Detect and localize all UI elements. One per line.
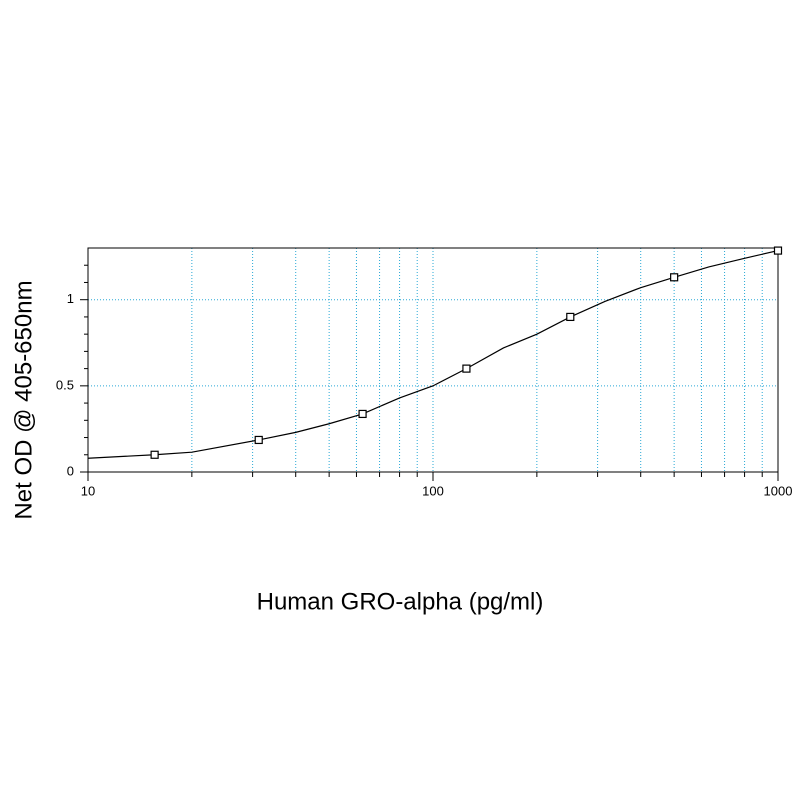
data-point [462, 364, 471, 373]
y-tick-label: 0.5 [56, 377, 74, 392]
y-tick-label: 1 [67, 291, 74, 306]
y-axis-title: Net OD @ 405-650nm [10, 280, 37, 519]
y-tick-label: 0 [67, 463, 74, 478]
data-point [150, 450, 159, 459]
plot-frame [87, 247, 779, 473]
data-point [566, 312, 575, 322]
x-tick-label: 1000 [764, 483, 793, 498]
data-point [254, 435, 263, 445]
x-tick-label: 10 [81, 483, 95, 498]
x-axis-title: Human GRO-alpha (pg/ml) [257, 588, 544, 615]
data-point [670, 273, 679, 282]
data-point [358, 409, 367, 419]
data-point [773, 246, 783, 255]
x-tick-label: 100 [422, 483, 444, 498]
